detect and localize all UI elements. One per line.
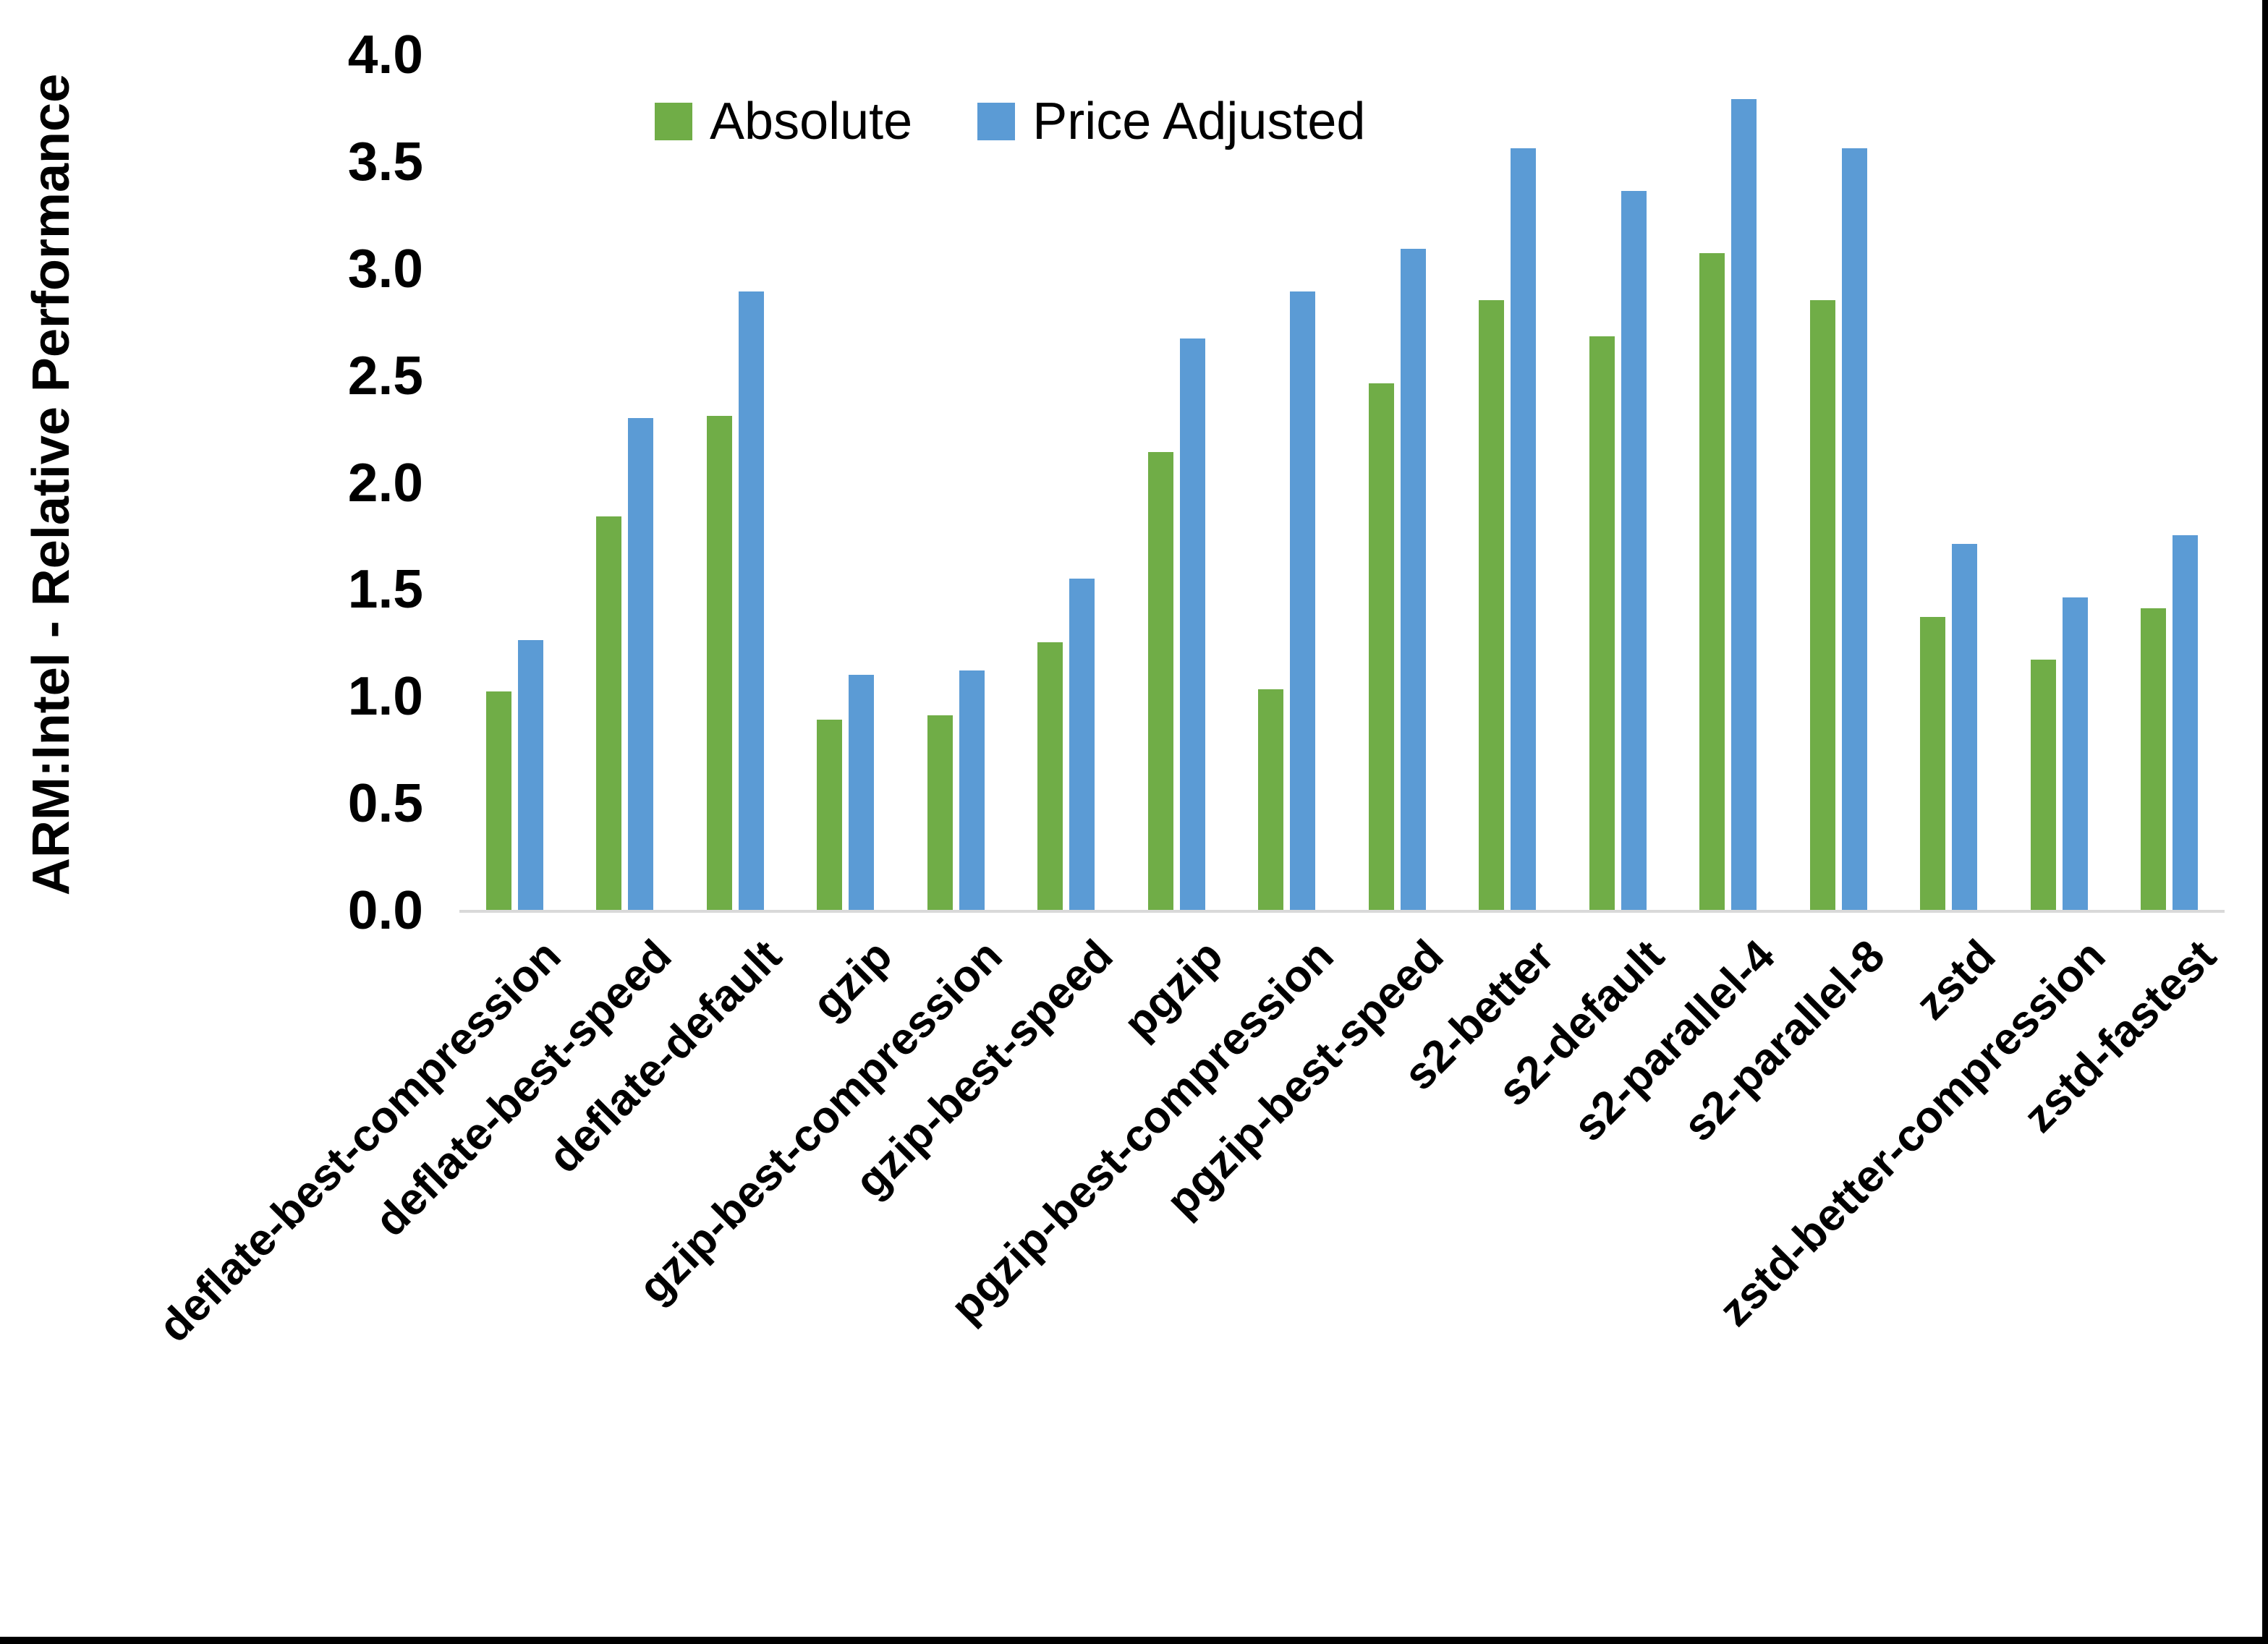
legend-item-absolute: Absolute: [655, 93, 912, 150]
bar-absolute: [1809, 300, 1835, 910]
bar-group: [1563, 54, 1673, 910]
bar-price-adjusted: [959, 670, 985, 910]
bar-absolute: [1479, 300, 1505, 910]
legend-swatch-absolute: [655, 103, 692, 140]
bar-group: [1894, 54, 2005, 910]
bar-price-adjusted: [628, 417, 654, 910]
bar-group: [791, 54, 901, 910]
bar-absolute: [1037, 642, 1063, 910]
y-tick-label: 3.5: [347, 130, 423, 192]
bar-absolute: [706, 415, 732, 910]
bar-price-adjusted: [517, 640, 543, 910]
bar-group: [1673, 54, 1784, 910]
bar-absolute: [1368, 383, 1394, 910]
bar-price-adjusted: [849, 674, 875, 910]
bar-price-adjusted: [1621, 191, 1647, 910]
bar-price-adjusted: [2062, 597, 2088, 910]
bar-groups: [459, 54, 2225, 910]
bottom-edge-bar: [0, 1637, 2268, 1644]
bar-price-adjusted: [1290, 291, 1316, 910]
bar-group: [459, 54, 570, 910]
y-tick-label: 0.5: [347, 772, 423, 834]
bar-group: [680, 54, 791, 910]
legend: Absolute Price Adjusted: [655, 93, 1365, 150]
bar-group: [2115, 54, 2225, 910]
bar-group: [2004, 54, 2115, 910]
bar-absolute: [1589, 336, 1615, 910]
bar-group: [1783, 54, 1894, 910]
legend-item-price-adjusted: Price Adjusted: [977, 93, 1365, 150]
bar-price-adjusted: [1952, 544, 1978, 910]
bar-price-adjusted: [1731, 99, 1757, 910]
y-tick-label: 4.0: [347, 24, 423, 85]
y-tick-label: 3.0: [347, 237, 423, 299]
bar-price-adjusted: [1069, 578, 1095, 910]
bar-absolute: [1147, 452, 1173, 910]
bar-absolute: [927, 715, 953, 910]
y-tick-label: 2.5: [347, 344, 423, 406]
bar-group: [1232, 54, 1343, 910]
y-tick-label: 1.5: [347, 558, 423, 620]
bar-price-adjusted: [1400, 249, 1426, 910]
bar-absolute: [596, 516, 622, 910]
bar-group: [1453, 54, 1563, 910]
bar-price-adjusted: [1511, 148, 1537, 910]
plot-area: [459, 54, 2225, 913]
bar-absolute: [1258, 689, 1284, 910]
bar-absolute: [1920, 616, 1946, 910]
legend-label-price-adjusted: Price Adjusted: [1032, 93, 1366, 150]
bar-group: [1011, 54, 1122, 910]
bar-group: [570, 54, 681, 910]
bar-group: [901, 54, 1011, 910]
legend-label-absolute: Absolute: [710, 93, 913, 150]
bar-price-adjusted: [2173, 535, 2199, 910]
y-tick-label: 1.0: [347, 665, 423, 727]
bar-price-adjusted: [1179, 338, 1205, 910]
right-edge-bar: [2262, 0, 2268, 1644]
y-tick-label: 2.0: [347, 451, 423, 513]
bar-absolute: [2030, 659, 2056, 910]
bar-price-adjusted: [738, 291, 764, 910]
bar-absolute: [2141, 608, 2167, 910]
bar-price-adjusted: [1841, 148, 1867, 910]
y-tick-label: 0.0: [347, 880, 423, 940]
bar-absolute: [1699, 253, 1725, 910]
bar-absolute: [817, 719, 843, 910]
bar-absolute: [485, 691, 511, 910]
bar-group: [1121, 54, 1232, 910]
legend-swatch-price-adjusted: [977, 103, 1016, 140]
y-axis-title: ARM:Intel - Relative Performance: [22, 73, 80, 896]
bar-group: [1342, 54, 1453, 910]
